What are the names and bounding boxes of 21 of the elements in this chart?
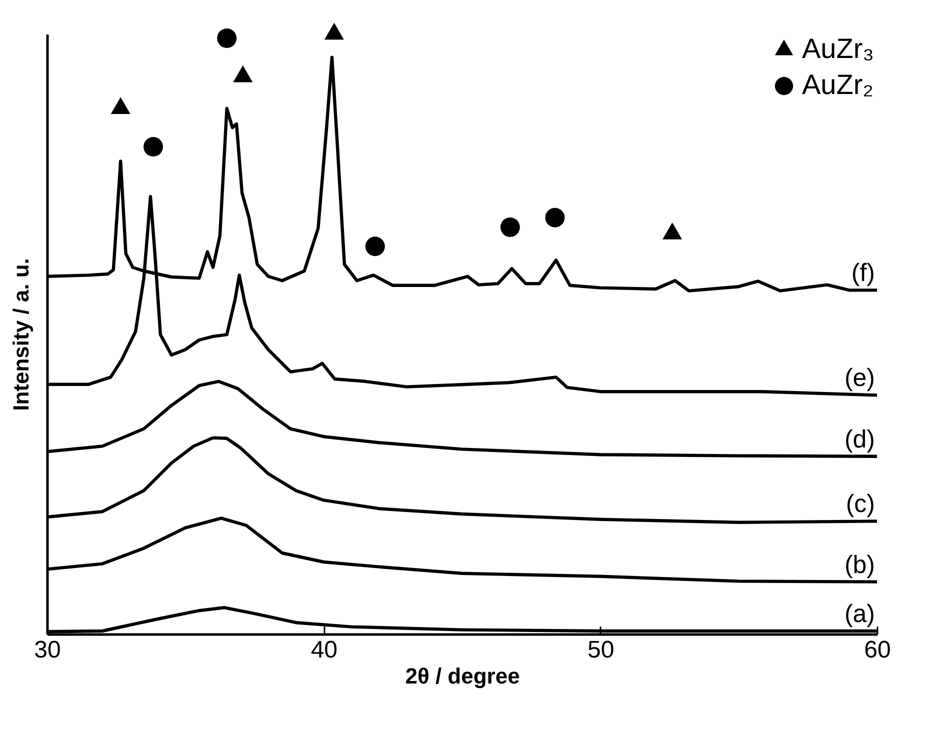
- x-tick-label: 40: [310, 636, 338, 664]
- series-label: (e): [844, 364, 875, 392]
- series-label: (a): [844, 600, 875, 628]
- point: [324, 22, 344, 40]
- legend-label: AuZr₂: [802, 69, 874, 100]
- point: [365, 236, 385, 256]
- legend-label: AuZr₃: [802, 33, 874, 64]
- series-label: (b): [844, 550, 875, 579]
- x-tick-label: 50: [587, 636, 614, 664]
- point: [143, 137, 163, 157]
- y-axis-title: Intensity / a. u.: [8, 258, 34, 411]
- point: [500, 217, 520, 237]
- series-label: (c): [846, 490, 875, 518]
- point: [110, 97, 130, 114]
- point: [545, 208, 565, 228]
- series-label: (f): [851, 259, 875, 288]
- point: [233, 65, 253, 82]
- series-label: (d): [844, 425, 875, 454]
- x-tick-label: 30: [34, 636, 61, 664]
- x-tick-label: 60: [864, 636, 891, 664]
- x-axis-title: 2θ / degree: [405, 664, 520, 688]
